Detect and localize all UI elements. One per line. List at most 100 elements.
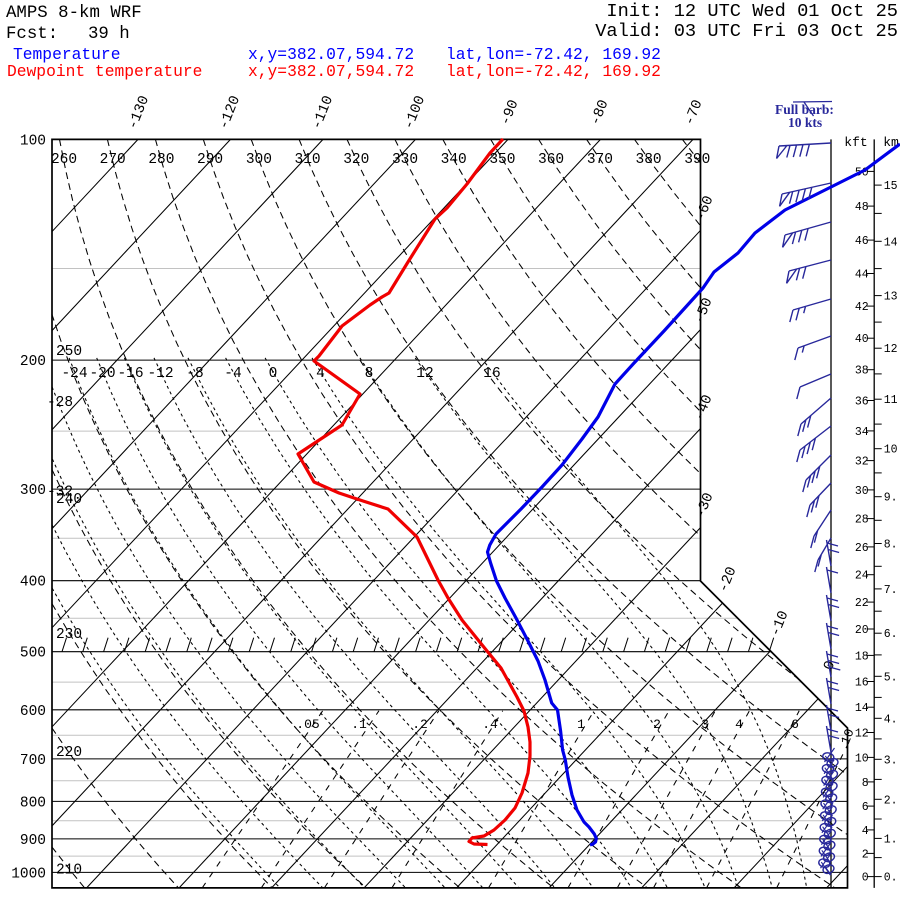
svg-text:11.: 11. [884, 394, 900, 407]
svg-text:8: 8 [862, 777, 869, 790]
svg-text:250: 250 [56, 344, 82, 360]
svg-text:13.: 13. [884, 291, 900, 304]
svg-text:350: 350 [489, 152, 515, 168]
svg-text:Full barb:: Full barb: [775, 102, 834, 117]
svg-text:700: 700 [20, 753, 46, 769]
svg-text:14: 14 [855, 702, 869, 715]
svg-text:Dewpoint temperature: Dewpoint temperature [7, 62, 202, 81]
svg-text:240: 240 [56, 492, 82, 508]
svg-text:.05: .05 [296, 717, 319, 732]
svg-text:32: 32 [855, 456, 869, 469]
svg-text:380: 380 [636, 152, 662, 168]
svg-text:0: 0 [862, 872, 869, 885]
svg-text:5.: 5. [884, 671, 898, 684]
svg-text:7.: 7. [884, 584, 898, 597]
svg-text:4.: 4. [884, 713, 898, 726]
svg-text:9.: 9. [884, 492, 898, 505]
svg-text:26: 26 [855, 542, 869, 555]
svg-text:.1: .1 [351, 717, 367, 732]
svg-text:390: 390 [684, 152, 710, 168]
svg-text:lat,lon=-72.42, 169.92: lat,lon=-72.42, 169.92 [446, 62, 661, 81]
svg-text:44: 44 [855, 269, 869, 282]
svg-text:42: 42 [855, 301, 869, 314]
svg-text:1000: 1000 [11, 866, 46, 882]
svg-text:-12: -12 [147, 366, 173, 382]
svg-text:16: 16 [483, 366, 500, 382]
svg-text:8.: 8. [884, 539, 898, 552]
svg-text:48: 48 [855, 201, 869, 214]
svg-text:x,y=382.07,594.72: x,y=382.07,594.72 [248, 45, 414, 64]
svg-text:36: 36 [855, 396, 869, 409]
svg-text:x,y=382.07,594.72: x,y=382.07,594.72 [248, 62, 414, 81]
svg-text:2: 2 [862, 848, 869, 861]
svg-text:38: 38 [855, 365, 869, 378]
svg-text:6.: 6. [884, 628, 898, 641]
svg-text:500: 500 [20, 646, 46, 662]
svg-text:280: 280 [148, 152, 174, 168]
svg-text:1.: 1. [884, 833, 898, 846]
svg-text:34: 34 [855, 426, 869, 439]
svg-text:100: 100 [20, 133, 46, 149]
svg-text:30: 30 [855, 485, 869, 498]
svg-text:lat,lon=-72.42, 169.92: lat,lon=-72.42, 169.92 [446, 45, 661, 64]
svg-text:600: 600 [20, 704, 46, 720]
svg-text:20: 20 [855, 624, 869, 637]
svg-text:310: 310 [295, 152, 321, 168]
svg-text:220: 220 [56, 745, 82, 761]
svg-text:900: 900 [20, 833, 46, 849]
svg-text:330: 330 [392, 152, 418, 168]
svg-text:Init: 12 UTC Wed 01 Oct 25: Init: 12 UTC Wed 01 Oct 25 [606, 0, 898, 22]
svg-text:340: 340 [441, 152, 467, 168]
svg-text:300: 300 [246, 152, 272, 168]
svg-text:15.: 15. [884, 180, 900, 193]
svg-text:Fcst:: Fcst: [6, 25, 58, 44]
svg-text:10.: 10. [884, 444, 900, 457]
svg-text:28: 28 [855, 514, 869, 527]
svg-text:4: 4 [862, 825, 869, 838]
svg-text:AMPS 8-km WRF: AMPS 8-km WRF [6, 4, 142, 23]
svg-text:-8: -8 [186, 366, 203, 382]
svg-text:.2: .2 [412, 717, 428, 732]
svg-text:300: 300 [20, 483, 46, 499]
svg-text:210: 210 [56, 863, 82, 879]
svg-text:-32: -32 [47, 485, 73, 501]
svg-text:40: 40 [855, 333, 869, 346]
svg-text:-28: -28 [47, 395, 73, 411]
svg-text:-24: -24 [61, 366, 87, 382]
svg-text:12.: 12. [884, 343, 900, 356]
svg-text:12: 12 [416, 366, 433, 382]
svg-text:200: 200 [20, 354, 46, 370]
svg-text:0: 0 [269, 366, 278, 382]
svg-text:kft: kft [844, 135, 867, 150]
svg-text:3: 3 [701, 717, 709, 732]
svg-text:4: 4 [316, 366, 325, 382]
svg-text:Temperature: Temperature [13, 45, 120, 64]
svg-text:.4: .4 [482, 717, 498, 732]
svg-text:8: 8 [365, 366, 374, 382]
svg-text:360: 360 [538, 152, 564, 168]
svg-text:230: 230 [56, 627, 82, 643]
svg-text:3.: 3. [884, 754, 898, 767]
svg-text:320: 320 [343, 152, 369, 168]
svg-text:290: 290 [197, 152, 223, 168]
svg-text:2: 2 [653, 717, 661, 732]
svg-text:18: 18 [855, 650, 869, 663]
svg-text:4: 4 [735, 717, 743, 732]
svg-text:24: 24 [855, 570, 869, 583]
svg-text:22: 22 [855, 597, 869, 610]
svg-text:16: 16 [855, 677, 869, 690]
svg-text:10 kts: 10 kts [788, 115, 822, 130]
svg-text:6: 6 [791, 717, 799, 732]
svg-text:12: 12 [855, 728, 869, 741]
svg-text:-4: -4 [224, 366, 241, 382]
svg-text:39 h: 39 h [88, 25, 130, 44]
svg-text:260: 260 [51, 152, 77, 168]
svg-text:10: 10 [838, 727, 858, 747]
svg-text:270: 270 [100, 152, 126, 168]
svg-text:Valid: 03 UTC Fri 03 Oct 25: Valid: 03 UTC Fri 03 Oct 25 [595, 20, 898, 42]
svg-text:1: 1 [577, 717, 585, 732]
svg-text:10: 10 [855, 752, 869, 765]
svg-text:370: 370 [587, 152, 613, 168]
svg-text:400: 400 [20, 575, 46, 591]
svg-text:2.: 2. [884, 794, 898, 807]
